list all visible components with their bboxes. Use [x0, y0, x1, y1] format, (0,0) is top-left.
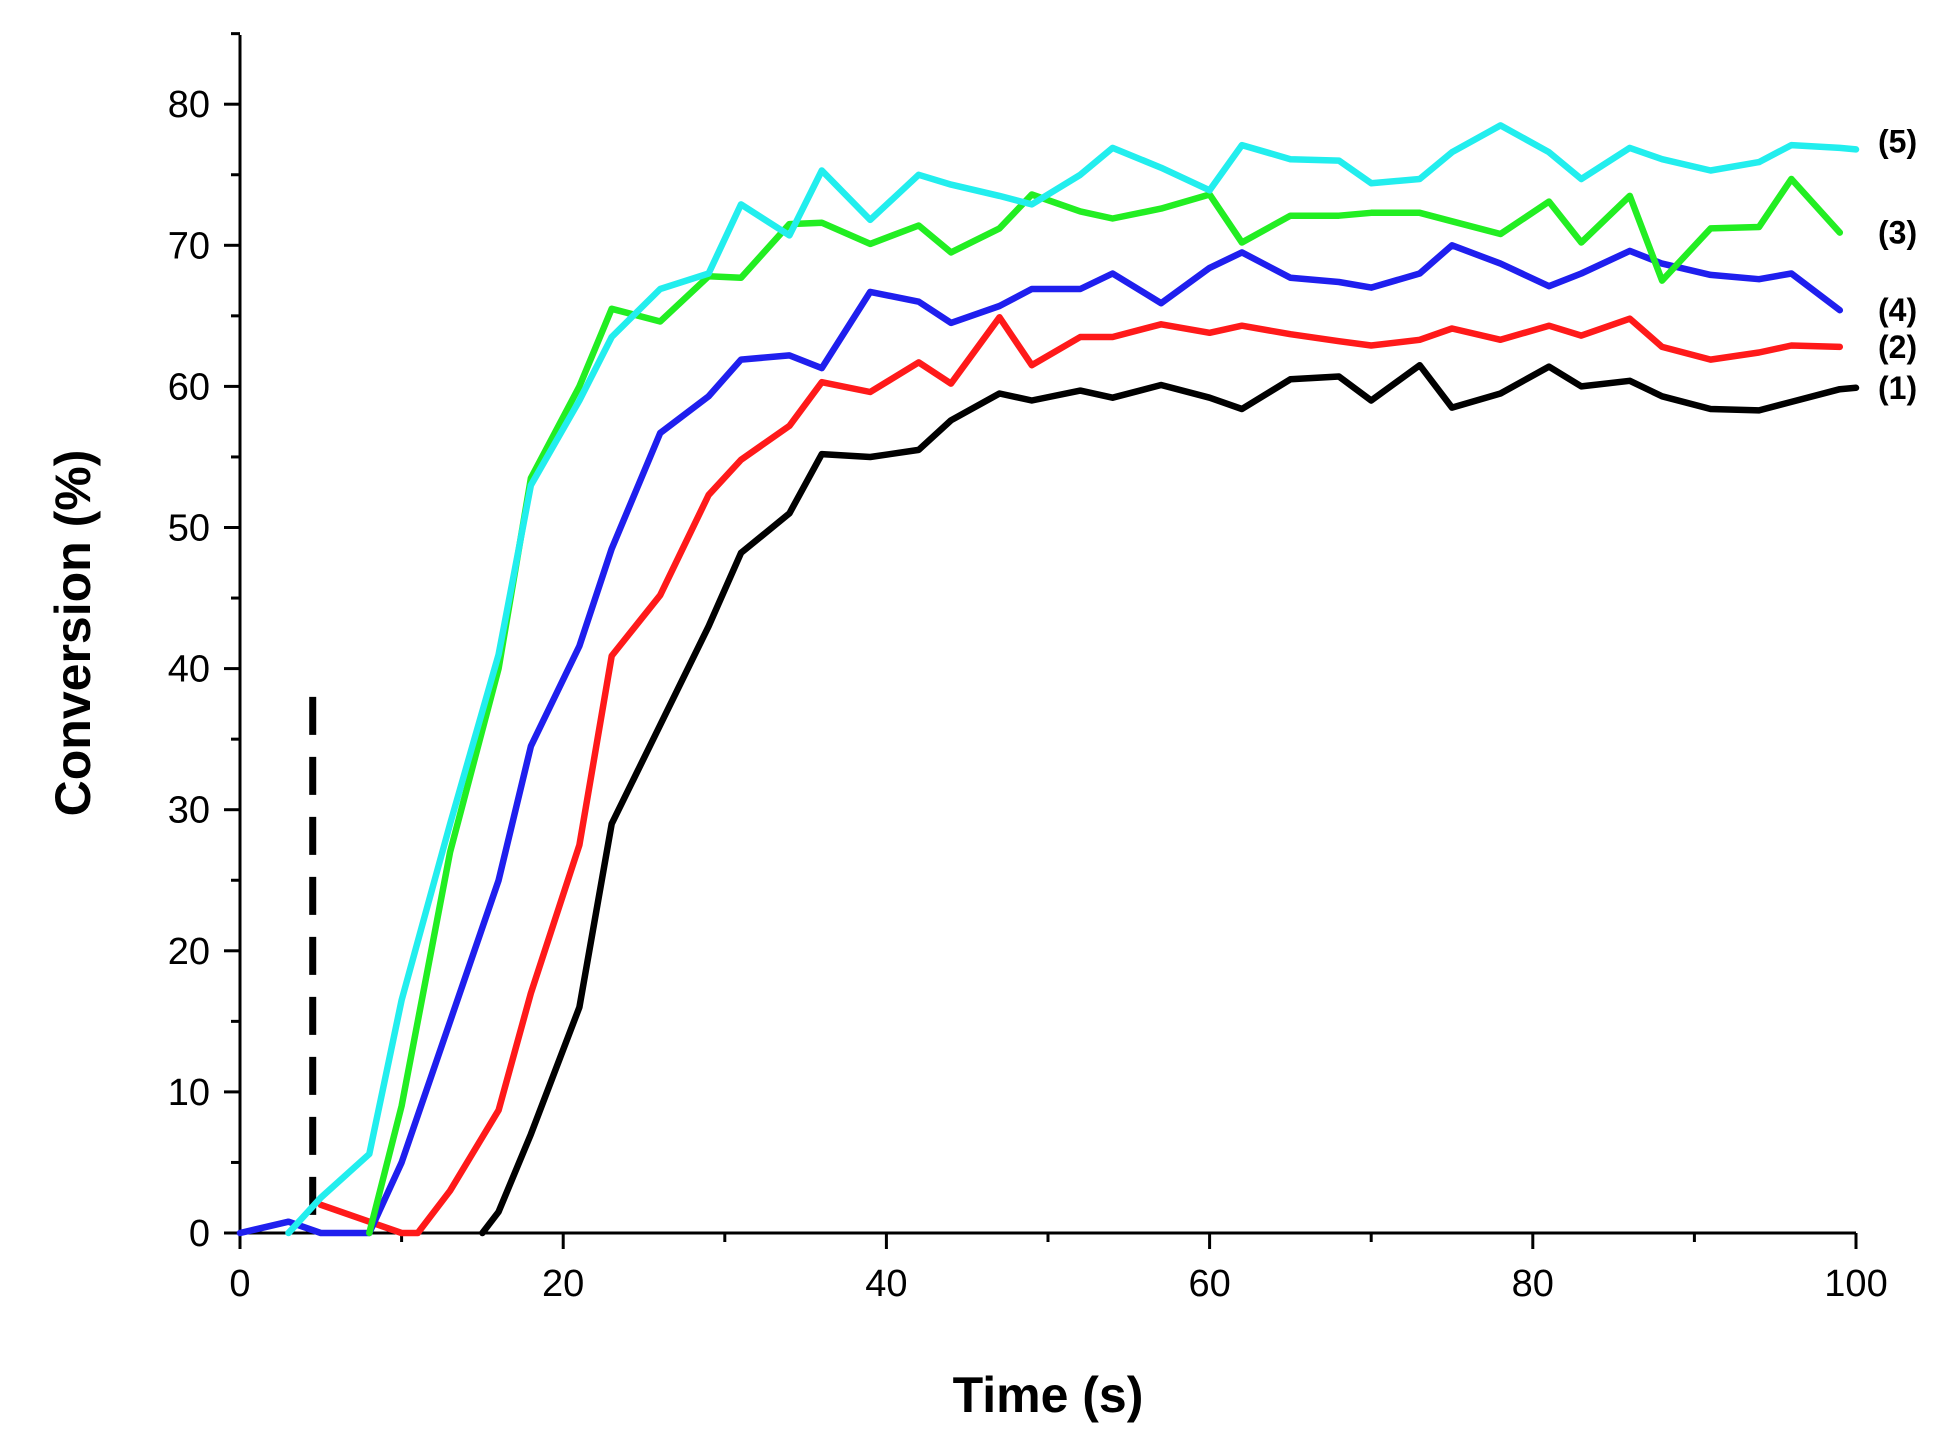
x-tick-label: 80 — [1512, 1263, 1554, 1305]
series-label-5: (5) — [1878, 123, 1917, 159]
series-label-3: (3) — [1878, 215, 1917, 251]
series-line-2 — [317, 314, 1844, 1237]
series-lines — [236, 122, 1860, 1237]
y-tick-label: 40 — [168, 649, 210, 691]
series-line-3 — [366, 175, 1844, 1237]
x-axis-title: Time (s) — [953, 1367, 1144, 1423]
y-tick-label: 50 — [168, 508, 210, 550]
series-line-5 — [285, 122, 1860, 1237]
y-tick-label: 70 — [168, 225, 210, 267]
x-tick-label: 60 — [1188, 1263, 1230, 1305]
y-tick-label: 20 — [168, 931, 210, 973]
x-tick-label: 100 — [1824, 1263, 1887, 1305]
y-tick-label: 10 — [168, 1072, 210, 1114]
y-tick-label: 30 — [168, 790, 210, 832]
y-tick-label: 0 — [189, 1213, 210, 1255]
series-line-4 — [236, 242, 1844, 1237]
series-line-1 — [479, 361, 1860, 1237]
x-tick-label: 0 — [229, 1263, 250, 1305]
y-axis-title: Conversion (%) — [45, 450, 101, 817]
x-tick-label: 40 — [865, 1263, 907, 1305]
y-axis-ticks: 0 10 20 30 40 50 60 70 80 — [168, 32, 240, 1255]
x-axis-ticks: 0 20 40 60 80 100 — [229, 1233, 1888, 1305]
y-tick-label: 80 — [168, 84, 210, 126]
series-labels: (1) (2) (3) (4) (5) — [1878, 123, 1917, 405]
series-label-4: (4) — [1878, 292, 1917, 328]
x-tick-label: 20 — [542, 1263, 584, 1305]
series-label-2: (2) — [1878, 329, 1917, 365]
y-tick-label: 60 — [168, 366, 210, 408]
series-label-1: (1) — [1878, 370, 1917, 406]
axes: 0 10 20 30 40 50 60 70 80 0 20 40 60 80 100 — [168, 32, 1888, 1305]
